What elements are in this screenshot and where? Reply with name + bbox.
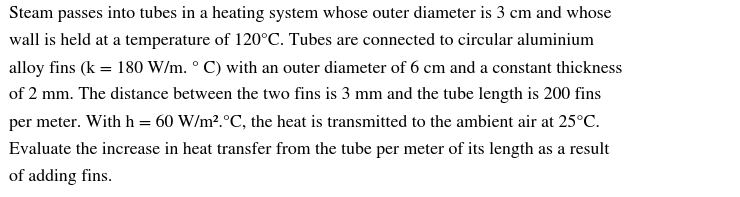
Text: Evaluate the increase in heat transfer from the tube per meter of its length as : Evaluate the increase in heat transfer f… xyxy=(9,142,609,158)
Text: of 2 mm. The distance between the two fins is 3 mm and the tube length is 200 fi: of 2 mm. The distance between the two fi… xyxy=(9,87,601,103)
Text: of adding fins.: of adding fins. xyxy=(9,169,112,185)
Text: Steam passes into tubes in a heating system whose outer diameter is 3 cm and who: Steam passes into tubes in a heating sys… xyxy=(9,6,611,22)
Text: wall is held at a temperature of 120°C. Tubes are connected to circular aluminiu: wall is held at a temperature of 120°C. … xyxy=(9,33,593,49)
Text: per meter. With h = 60 W/m².°C, the heat is transmitted to the ambient air at 25: per meter. With h = 60 W/m².°C, the heat… xyxy=(9,115,599,131)
Text: alloy fins (k = 180 W/m. ° C) with an outer diameter of 6 cm and a constant thic: alloy fins (k = 180 W/m. ° C) with an ou… xyxy=(9,60,622,77)
